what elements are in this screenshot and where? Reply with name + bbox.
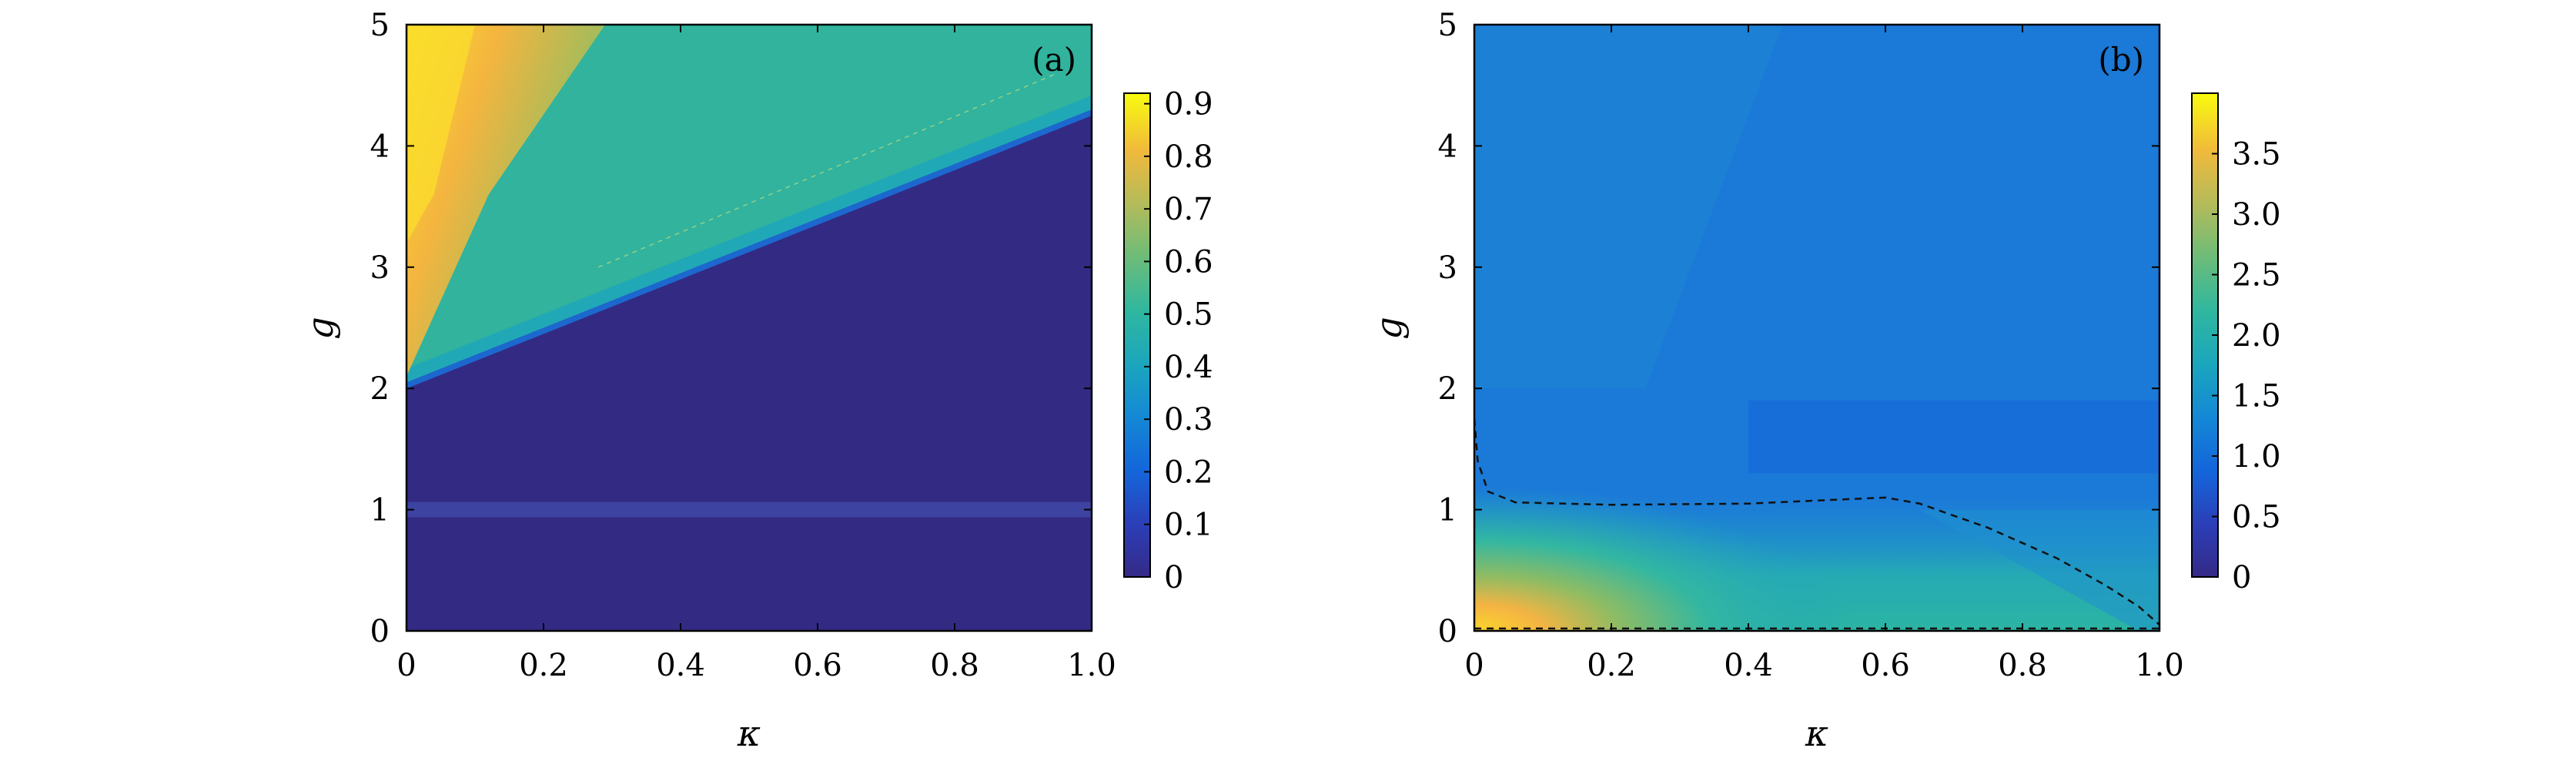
colorbar-tick-label-a-1: 0.1 (1164, 508, 1213, 543)
y-tick-label-b-2: 2 (1438, 371, 1457, 407)
y-tick-label-b-3: 3 (1438, 250, 1457, 286)
y-axis-label-a: g (299, 317, 341, 339)
y-tick-label-a-3: 3 (370, 250, 390, 286)
colorbar-tick-label-b-5: 2.5 (2232, 258, 2281, 293)
y-tick-label-a-1: 1 (370, 493, 390, 528)
upper-wedge (1474, 25, 1783, 389)
panel-b: 0 0.2 0.4 0.6 0.8 1.0 0 1 2 3 4 5 κ g (b) 0 0.5 1.0 1… (1368, 8, 2281, 754)
plot-frame-a (405, 23, 1093, 632)
colorbar-tick-label-a-6: 0.6 (1164, 244, 1213, 280)
dark-band (1748, 400, 2159, 474)
colorbar-a-ticks: 0 0.1 0.2 0.3 0.4 0.5 0.6 0.7 0.8 0.9 (1144, 87, 1213, 595)
x-tick-label-b-5: 1.0 (2135, 648, 2184, 683)
boundary-band-cyan (406, 96, 1092, 383)
colorbar-tick-label-a-5: 0.5 (1164, 297, 1213, 333)
colorbar-tick-label-a-4: 0.4 (1164, 350, 1213, 385)
region-above-boundary (406, 25, 1092, 383)
right-fade (1919, 509, 2159, 631)
corner-max-core (406, 25, 475, 243)
x-tick-label-a-4: 0.8 (930, 648, 979, 683)
colorbar-tick-label-a-0: 0 (1164, 560, 1183, 595)
colorbar-b-ticks: 0 0.5 1.0 1.5 2.0 2.5 3.0 3.5 (2212, 137, 2281, 595)
corner-max-wedge (406, 25, 606, 377)
y-tick-label-a-2: 2 (370, 371, 390, 407)
panel-label-b: (b) (2098, 41, 2144, 79)
colorbar-tick-label-a-9: 0.9 (1164, 87, 1213, 122)
y-tick-label-b-4: 4 (1438, 129, 1457, 164)
panel-label-a: (a) (1032, 41, 1076, 79)
colorbar-a-gradient (1123, 92, 1151, 578)
colorbar-tick-label-b-0: 0 (2232, 560, 2251, 595)
y-axis-label-b: g (1368, 317, 1410, 339)
y-tick-label-a-0: 0 (370, 614, 390, 649)
colorbar-tick-label-b-2: 1.0 (2232, 439, 2281, 475)
plot-frame-b (1473, 23, 2161, 632)
heatmap-b (1474, 25, 2159, 631)
x-axis-label-a: κ (737, 713, 761, 754)
x-tick-label-b-3: 0.6 (1861, 648, 1910, 683)
x-axis-b: 0 0.2 0.4 0.6 0.8 1.0 (1464, 25, 2184, 683)
x-axis-a: 0 0.2 0.4 0.6 0.8 1.0 (396, 25, 1116, 683)
colorbar-b: 0 0.5 1.0 1.5 2.0 2.5 3.0 3.5 (2191, 92, 2281, 595)
y-tick-label-a-4: 4 (370, 129, 390, 164)
y-axis-a: 0 1 2 3 4 5 (370, 8, 1092, 649)
colorbar-a: 0 0.1 0.2 0.3 0.4 0.5 0.6 0.7 0.8 0.9 (1123, 87, 1213, 595)
x-axis-label-b: κ (1805, 713, 1828, 754)
x-tick-label-b-4: 0.8 (1998, 648, 2047, 683)
x-tick-label-a-0: 0 (396, 648, 416, 683)
faint-band-g1 (406, 501, 1092, 518)
x-tick-label-a-1: 0.2 (519, 648, 568, 683)
dashed-boundary (1474, 418, 2159, 626)
colorbar-tick-label-b-6: 3.0 (2232, 197, 2281, 233)
colorbar-tick-label-a-7: 0.7 (1164, 192, 1213, 227)
y-tick-label-a-5: 5 (370, 8, 390, 43)
colorbar-tick-label-b-3: 1.5 (2232, 379, 2281, 414)
x-tick-label-b-1: 0.2 (1587, 648, 1636, 683)
colorbar-tick-label-b-7: 3.5 (2232, 137, 2281, 173)
boundary-band-blue (406, 109, 1092, 389)
x-tick-label-b-2: 0.4 (1724, 648, 1773, 683)
colorbar-tick-label-a-3: 0.3 (1164, 402, 1213, 438)
y-tick-label-b-1: 1 (1438, 493, 1457, 528)
x-tick-label-a-5: 1.0 (1067, 648, 1116, 683)
colorbar-tick-label-a-2: 0.2 (1164, 454, 1213, 490)
y-axis-b: 0 1 2 3 4 5 (1438, 8, 2159, 649)
y-tick-label-b-5: 5 (1438, 8, 1457, 43)
x-tick-label-a-2: 0.4 (656, 648, 705, 683)
colorbar-tick-label-a-8: 0.8 (1164, 139, 1213, 175)
colorbar-tick-label-b-4: 2.0 (2232, 318, 2281, 354)
x-tick-label-a-3: 0.6 (793, 648, 842, 683)
x-tick-label-b-0: 0 (1464, 648, 1484, 683)
heatmap-a (406, 25, 1092, 631)
y-tick-label-b-0: 0 (1438, 614, 1457, 649)
colorbar-tick-label-b-1: 0.5 (2232, 500, 2281, 535)
corner-max (1474, 485, 1852, 631)
